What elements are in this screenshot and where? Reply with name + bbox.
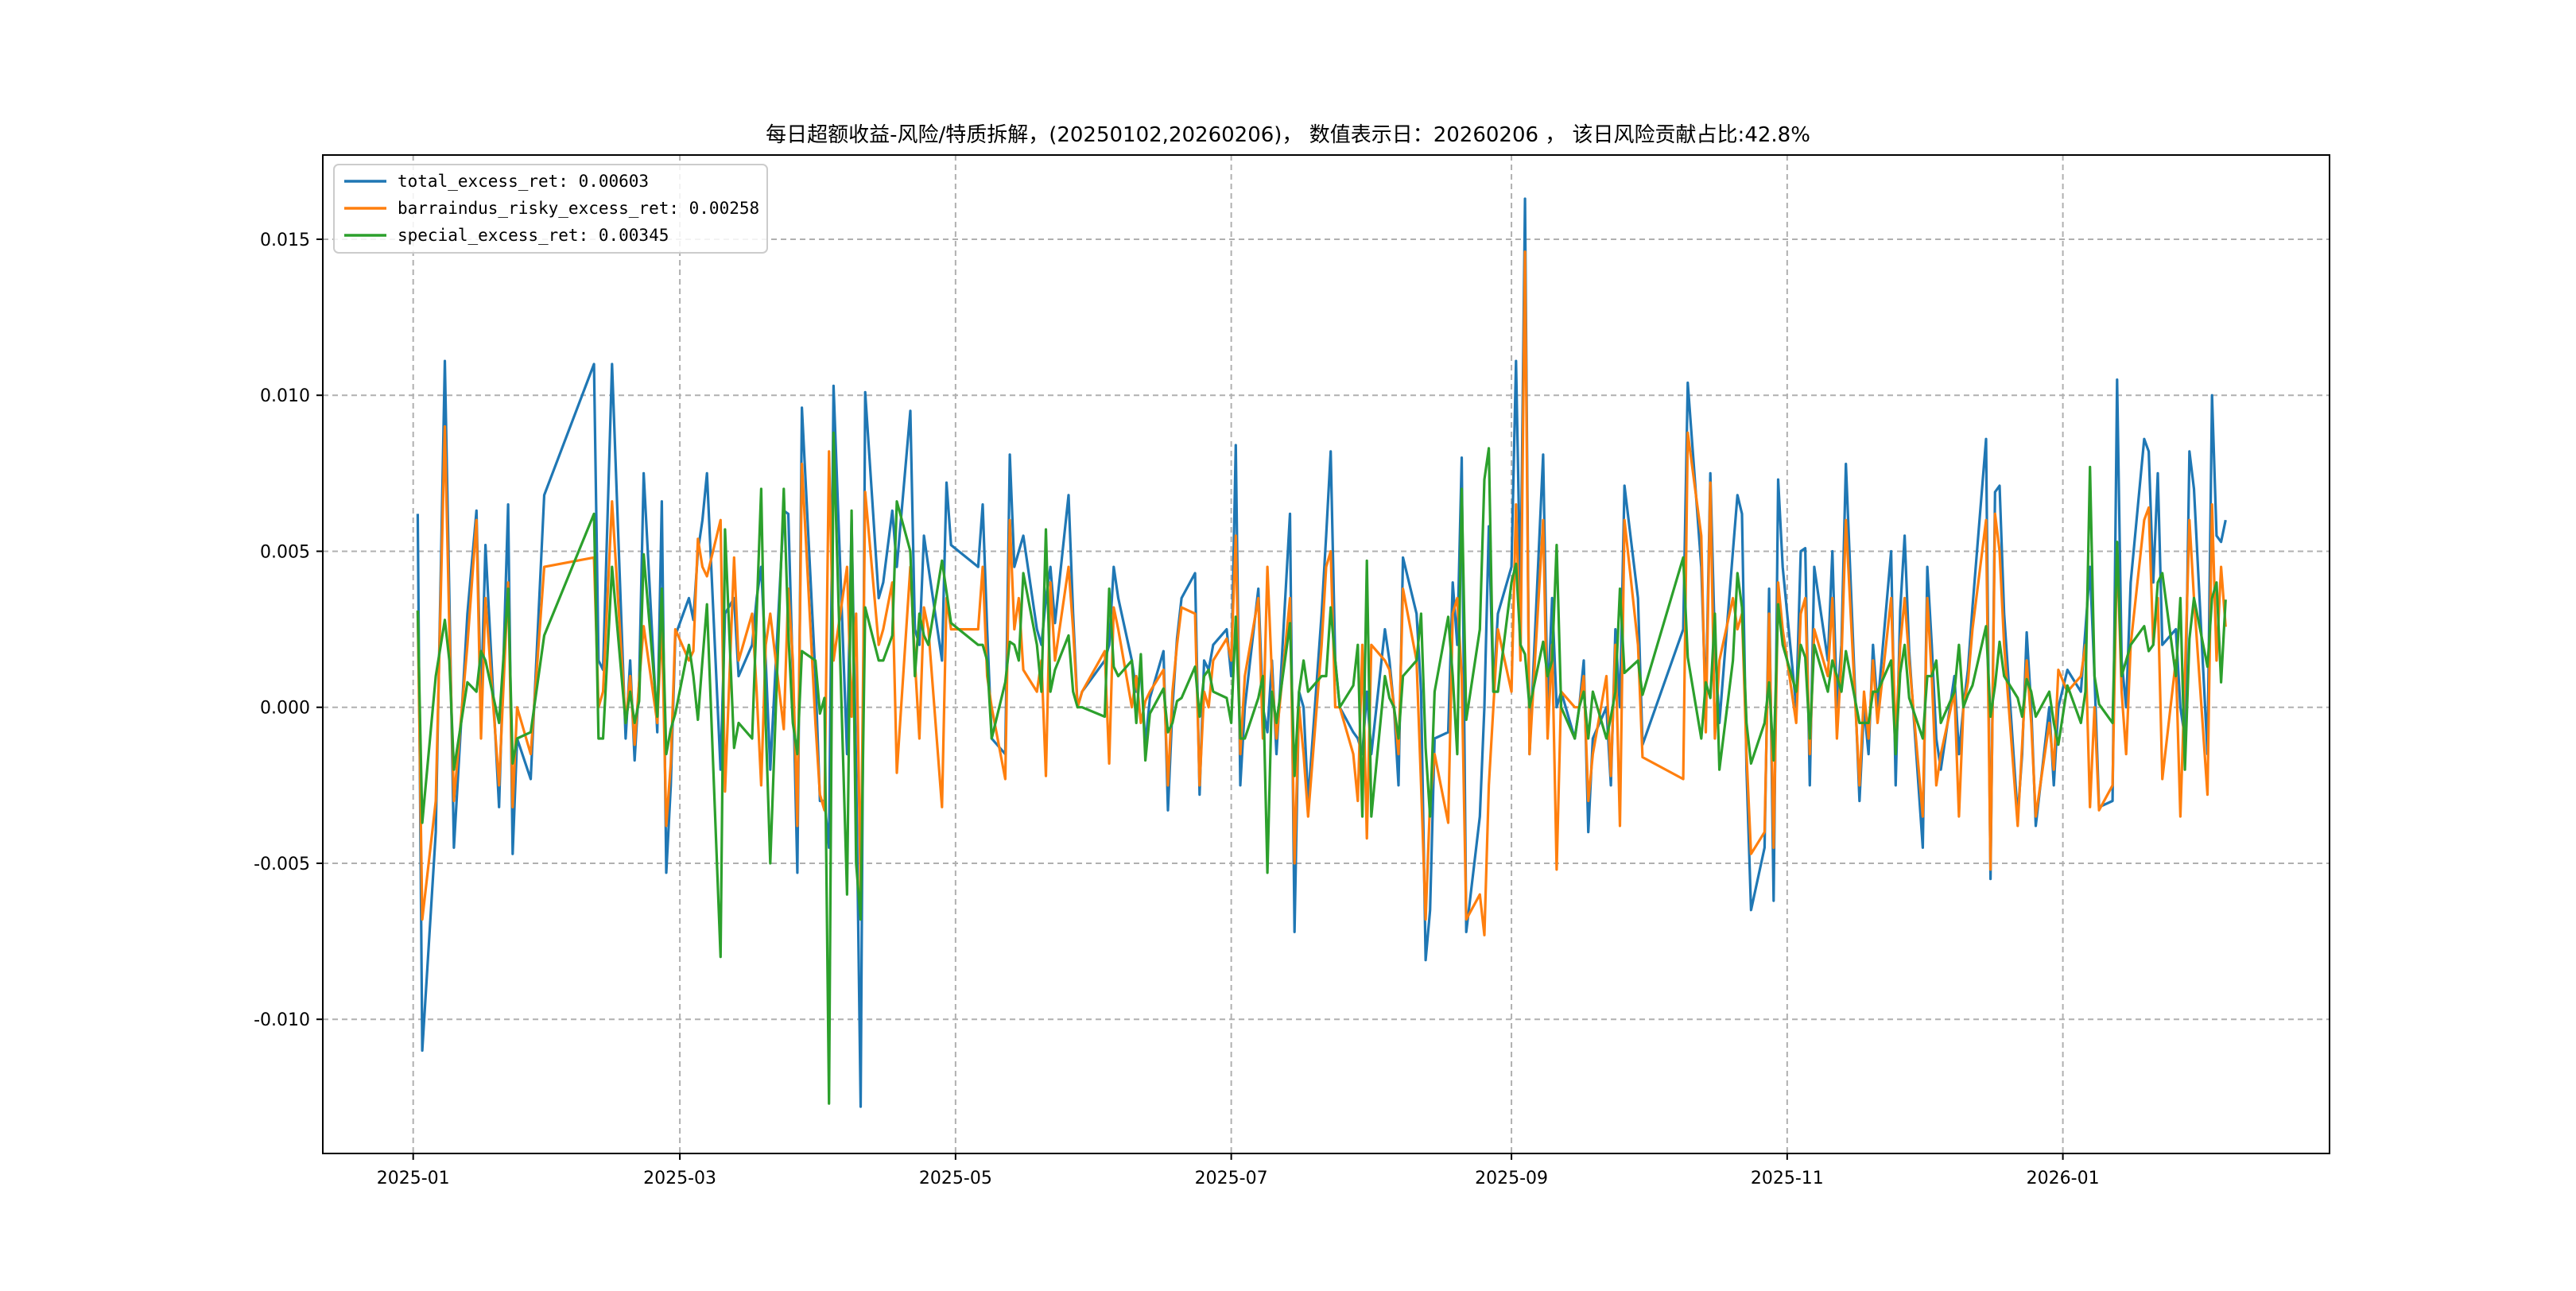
x-tick-label: 2025-03 <box>643 1169 716 1188</box>
y-tick-label: 0.010 <box>260 386 310 406</box>
series-layer <box>416 197 2227 1108</box>
legend-box <box>333 164 768 254</box>
plot-area-frame <box>322 154 2330 1154</box>
legend-label-total-excess-ret: total_excess_ret: 0.00603 <box>398 172 649 191</box>
y-tick-label: -0.005 <box>254 855 310 874</box>
series-line-special-excess-ret <box>416 431 2227 1105</box>
x-tick-label: 2025-01 <box>377 1169 450 1188</box>
x-tick-label: 2025-09 <box>1475 1169 1548 1188</box>
x-tick-label: 2026-01 <box>2027 1169 2100 1188</box>
chart-title: 每日超额收益-风险/特质拆解，(20250102,20260206)， 数值表示… <box>766 123 1810 147</box>
legend: total_excess_ret: 0.00603 barraindus_ris… <box>333 164 768 254</box>
y-tick-label: 0.005 <box>260 542 310 562</box>
x-tick-label: 2025-11 <box>1751 1169 1824 1188</box>
axis-layer: 2025-01 2025-03 2025-05 2025-07 2025-09 2025-… <box>254 231 2099 1188</box>
y-tick-label: 0.015 <box>260 231 310 250</box>
legend-label-barraindus-risky-excess-ret: barraindus_risky_excess_ret: 0.00258 <box>398 199 759 218</box>
legend-label-special-excess-ret: special_excess_ret: 0.00345 <box>398 226 669 245</box>
y-tick-label: 0.000 <box>260 699 310 719</box>
x-tick-label: 2025-07 <box>1195 1169 1268 1188</box>
x-tick-label: 2025-05 <box>919 1169 992 1188</box>
y-tick-label: -0.010 <box>254 1010 310 1030</box>
series-line-barraindus-risky-excess-ret <box>416 250 2227 936</box>
